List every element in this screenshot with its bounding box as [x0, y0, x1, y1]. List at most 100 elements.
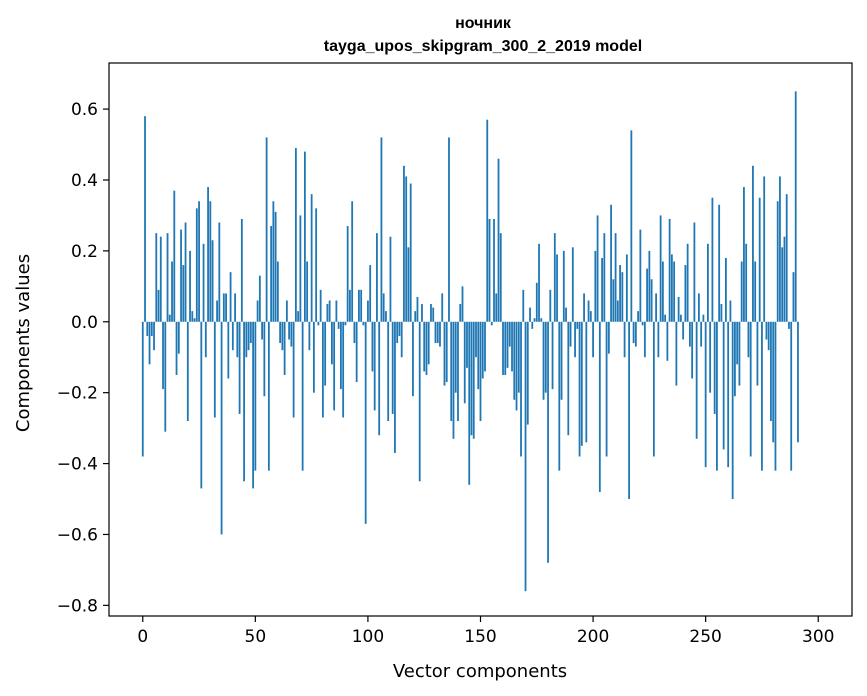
bar [529, 307, 531, 322]
bar [238, 321, 241, 414]
bar [222, 293, 225, 322]
bar [484, 321, 486, 372]
bar [648, 250, 651, 322]
bar [677, 296, 680, 322]
bar [184, 222, 187, 322]
bar [668, 218, 671, 322]
bar [679, 314, 682, 322]
bar [693, 222, 696, 322]
bar [423, 321, 426, 372]
y-tick-label: −0.6 [57, 525, 98, 545]
bar [297, 311, 300, 322]
bar [477, 321, 480, 390]
bar [171, 261, 173, 322]
bar [288, 321, 291, 340]
bar [279, 321, 282, 344]
bar [585, 321, 588, 443]
bar [749, 321, 752, 457]
bar [454, 321, 457, 393]
bar [249, 321, 252, 344]
bar [412, 321, 414, 397]
bar [670, 254, 673, 322]
bar [538, 243, 540, 322]
bar [274, 211, 277, 322]
bar [725, 257, 727, 322]
bar [625, 254, 628, 322]
bar [758, 197, 761, 322]
bar [409, 183, 412, 322]
bar [216, 300, 218, 322]
bar [691, 321, 694, 379]
bar [416, 296, 419, 322]
bar [713, 321, 716, 414]
bar [551, 321, 554, 390]
bar [506, 321, 509, 368]
bar [443, 321, 446, 386]
chart-subtitle: tayga_upos_skipgram_300_2_2019 model [324, 38, 642, 55]
bar [173, 190, 176, 322]
bar [619, 265, 621, 322]
bar [324, 321, 327, 386]
bar [371, 321, 374, 372]
bar [209, 201, 212, 322]
bar [682, 321, 685, 340]
bar [632, 321, 635, 344]
x-tick-label: 200 [577, 627, 609, 647]
x-tick-label: 100 [352, 627, 384, 647]
bar [517, 321, 520, 393]
bar [637, 311, 640, 322]
bar [776, 201, 779, 322]
bar [198, 201, 200, 322]
bar [549, 289, 552, 322]
bar [391, 321, 394, 414]
bar [450, 321, 453, 422]
bar [659, 215, 662, 322]
bar [490, 321, 493, 326]
bar [427, 321, 430, 365]
bar [562, 250, 565, 322]
bar [770, 321, 772, 422]
bar [603, 233, 606, 322]
bar [472, 321, 475, 439]
bar [234, 293, 236, 322]
bar [218, 222, 221, 322]
bar [310, 194, 313, 322]
bar [797, 321, 799, 443]
bar [709, 321, 712, 393]
bar [290, 321, 293, 347]
bar [616, 300, 619, 322]
bar [360, 289, 363, 322]
bar [189, 250, 191, 322]
bar [592, 321, 594, 358]
bar [479, 321, 482, 422]
bar [524, 321, 527, 592]
bar [520, 321, 522, 457]
bar [180, 229, 182, 322]
bar [596, 215, 599, 322]
bar [794, 91, 797, 322]
bar [400, 321, 403, 358]
bar [515, 321, 518, 411]
bar [231, 321, 234, 351]
bar [466, 321, 468, 368]
bar [655, 293, 658, 322]
bar [204, 321, 207, 358]
bar [202, 243, 205, 322]
bar [601, 257, 603, 322]
bar [565, 307, 567, 322]
bar [790, 321, 793, 471]
bar [571, 247, 574, 322]
chart-title: ночник [455, 15, 512, 32]
bar [734, 321, 736, 397]
bar [747, 321, 750, 358]
bar [376, 233, 378, 322]
bar [792, 272, 795, 322]
bar [317, 321, 320, 326]
bar [560, 321, 563, 400]
bar [342, 321, 345, 418]
bar [781, 247, 784, 322]
bar [141, 321, 144, 457]
bar [396, 321, 399, 344]
bar [639, 229, 642, 322]
bar [508, 321, 511, 347]
